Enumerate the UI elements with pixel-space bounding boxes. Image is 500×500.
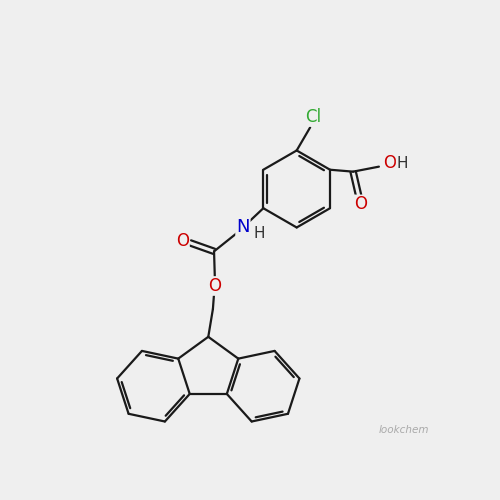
Text: Cl: Cl: [305, 108, 322, 126]
Text: O: O: [383, 154, 396, 172]
Text: O: O: [176, 232, 189, 250]
Text: H: H: [254, 226, 265, 241]
Text: O: O: [208, 277, 222, 295]
Text: N: N: [236, 218, 250, 236]
Text: lookchem: lookchem: [379, 426, 430, 436]
Text: O: O: [354, 196, 368, 214]
Text: H: H: [396, 156, 408, 170]
